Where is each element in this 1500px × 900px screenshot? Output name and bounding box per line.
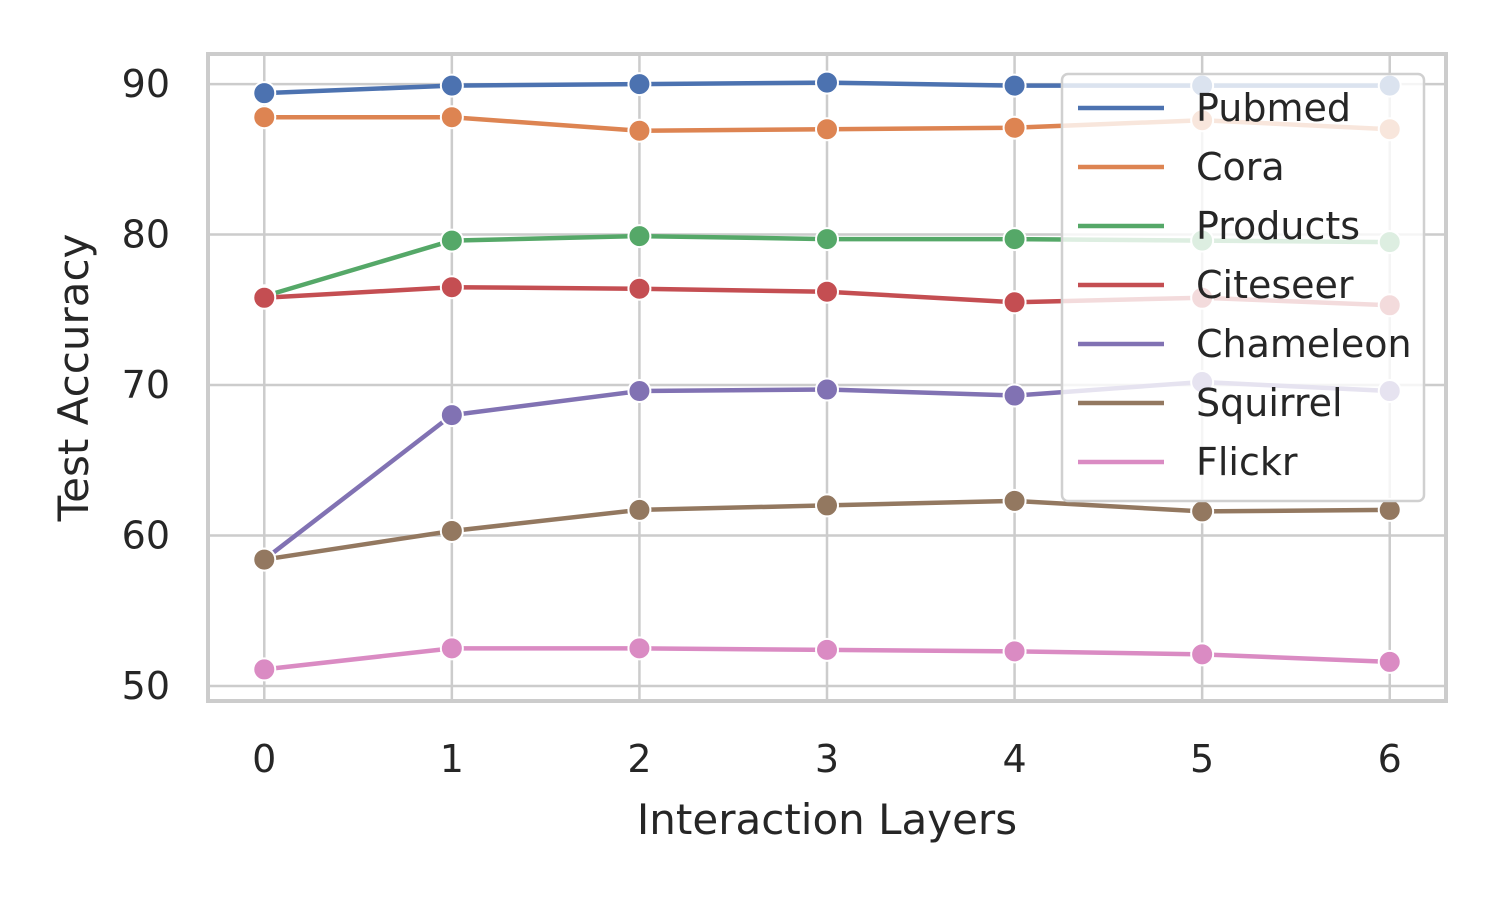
x-axis-label: Interaction Layers <box>637 795 1017 844</box>
legend-item: Pubmed <box>1078 86 1351 130</box>
x-tick-label: 1 <box>440 737 464 781</box>
legend-item: Cora <box>1078 145 1285 189</box>
data-point <box>627 636 652 661</box>
legend-label: Chameleon <box>1196 322 1412 366</box>
legend-item: Flickr <box>1078 440 1298 484</box>
data-point <box>627 118 652 143</box>
data-point <box>1002 227 1027 252</box>
data-point <box>627 224 652 249</box>
data-point <box>627 497 652 522</box>
legend-item: Chameleon <box>1078 322 1412 366</box>
data-point <box>439 228 464 253</box>
legend-label: Products <box>1196 204 1360 248</box>
data-point <box>252 285 277 310</box>
data-point <box>1002 383 1027 408</box>
data-point <box>1002 115 1027 140</box>
data-point <box>815 227 839 252</box>
legend-box <box>1060 72 1426 503</box>
data-point <box>1002 639 1027 664</box>
data-point <box>439 73 464 98</box>
data-point <box>252 547 277 572</box>
data-point <box>815 493 839 518</box>
x-tick-label: 0 <box>252 737 276 781</box>
data-point <box>252 105 277 130</box>
plot-frame <box>206 52 1448 703</box>
data-point <box>1002 73 1027 98</box>
x-tick-label: 4 <box>1002 737 1026 781</box>
legend-label: Squirrel <box>1196 381 1343 425</box>
data-point <box>252 81 277 106</box>
x-tick-label: 6 <box>1378 737 1402 781</box>
data-point <box>439 403 464 428</box>
tick-labels: 0 1 2 3 4 5 6 50 60 70 80 90 <box>122 62 1402 781</box>
y-tick-label: 80 <box>122 213 170 257</box>
y-axis-label: Test Accuracy <box>49 234 98 523</box>
legend-item: Citeseer <box>1078 263 1354 307</box>
data-point <box>815 70 839 95</box>
y-tick-label: 70 <box>122 363 170 407</box>
data-point <box>815 279 839 304</box>
x-tick-label: 2 <box>627 737 651 781</box>
data-point <box>1377 649 1402 674</box>
series-squirrel <box>252 488 1402 572</box>
legend-label: Citeseer <box>1196 263 1354 307</box>
data-point <box>815 377 839 402</box>
data-point <box>252 657 277 682</box>
data-point <box>815 637 839 662</box>
data-point <box>1002 290 1027 315</box>
data-point <box>439 636 464 661</box>
data-point <box>627 72 652 97</box>
x-tick-label: 5 <box>1190 737 1214 781</box>
data-point <box>1190 499 1215 524</box>
data-point <box>1190 642 1215 667</box>
x-tick-label: 3 <box>815 737 839 781</box>
data-point <box>439 275 464 300</box>
data-point <box>439 105 464 130</box>
series-flickr <box>252 636 1402 682</box>
legend-label: Flickr <box>1196 440 1298 484</box>
data-point <box>627 379 652 404</box>
data-point <box>1002 488 1027 513</box>
legend-label: Cora <box>1196 145 1285 189</box>
legend-item: Squirrel <box>1078 381 1343 425</box>
data-point <box>439 518 464 543</box>
data-point <box>815 117 839 142</box>
legend-label: Pubmed <box>1196 86 1351 130</box>
data-point <box>627 276 652 301</box>
y-tick-label: 60 <box>122 513 170 557</box>
y-tick-label: 90 <box>122 62 170 106</box>
y-tick-label: 50 <box>122 664 170 708</box>
legend-item: Products <box>1078 204 1360 248</box>
legend: Pubmed Cora Products Citeseer Chameleon Squir… <box>1060 72 1426 503</box>
